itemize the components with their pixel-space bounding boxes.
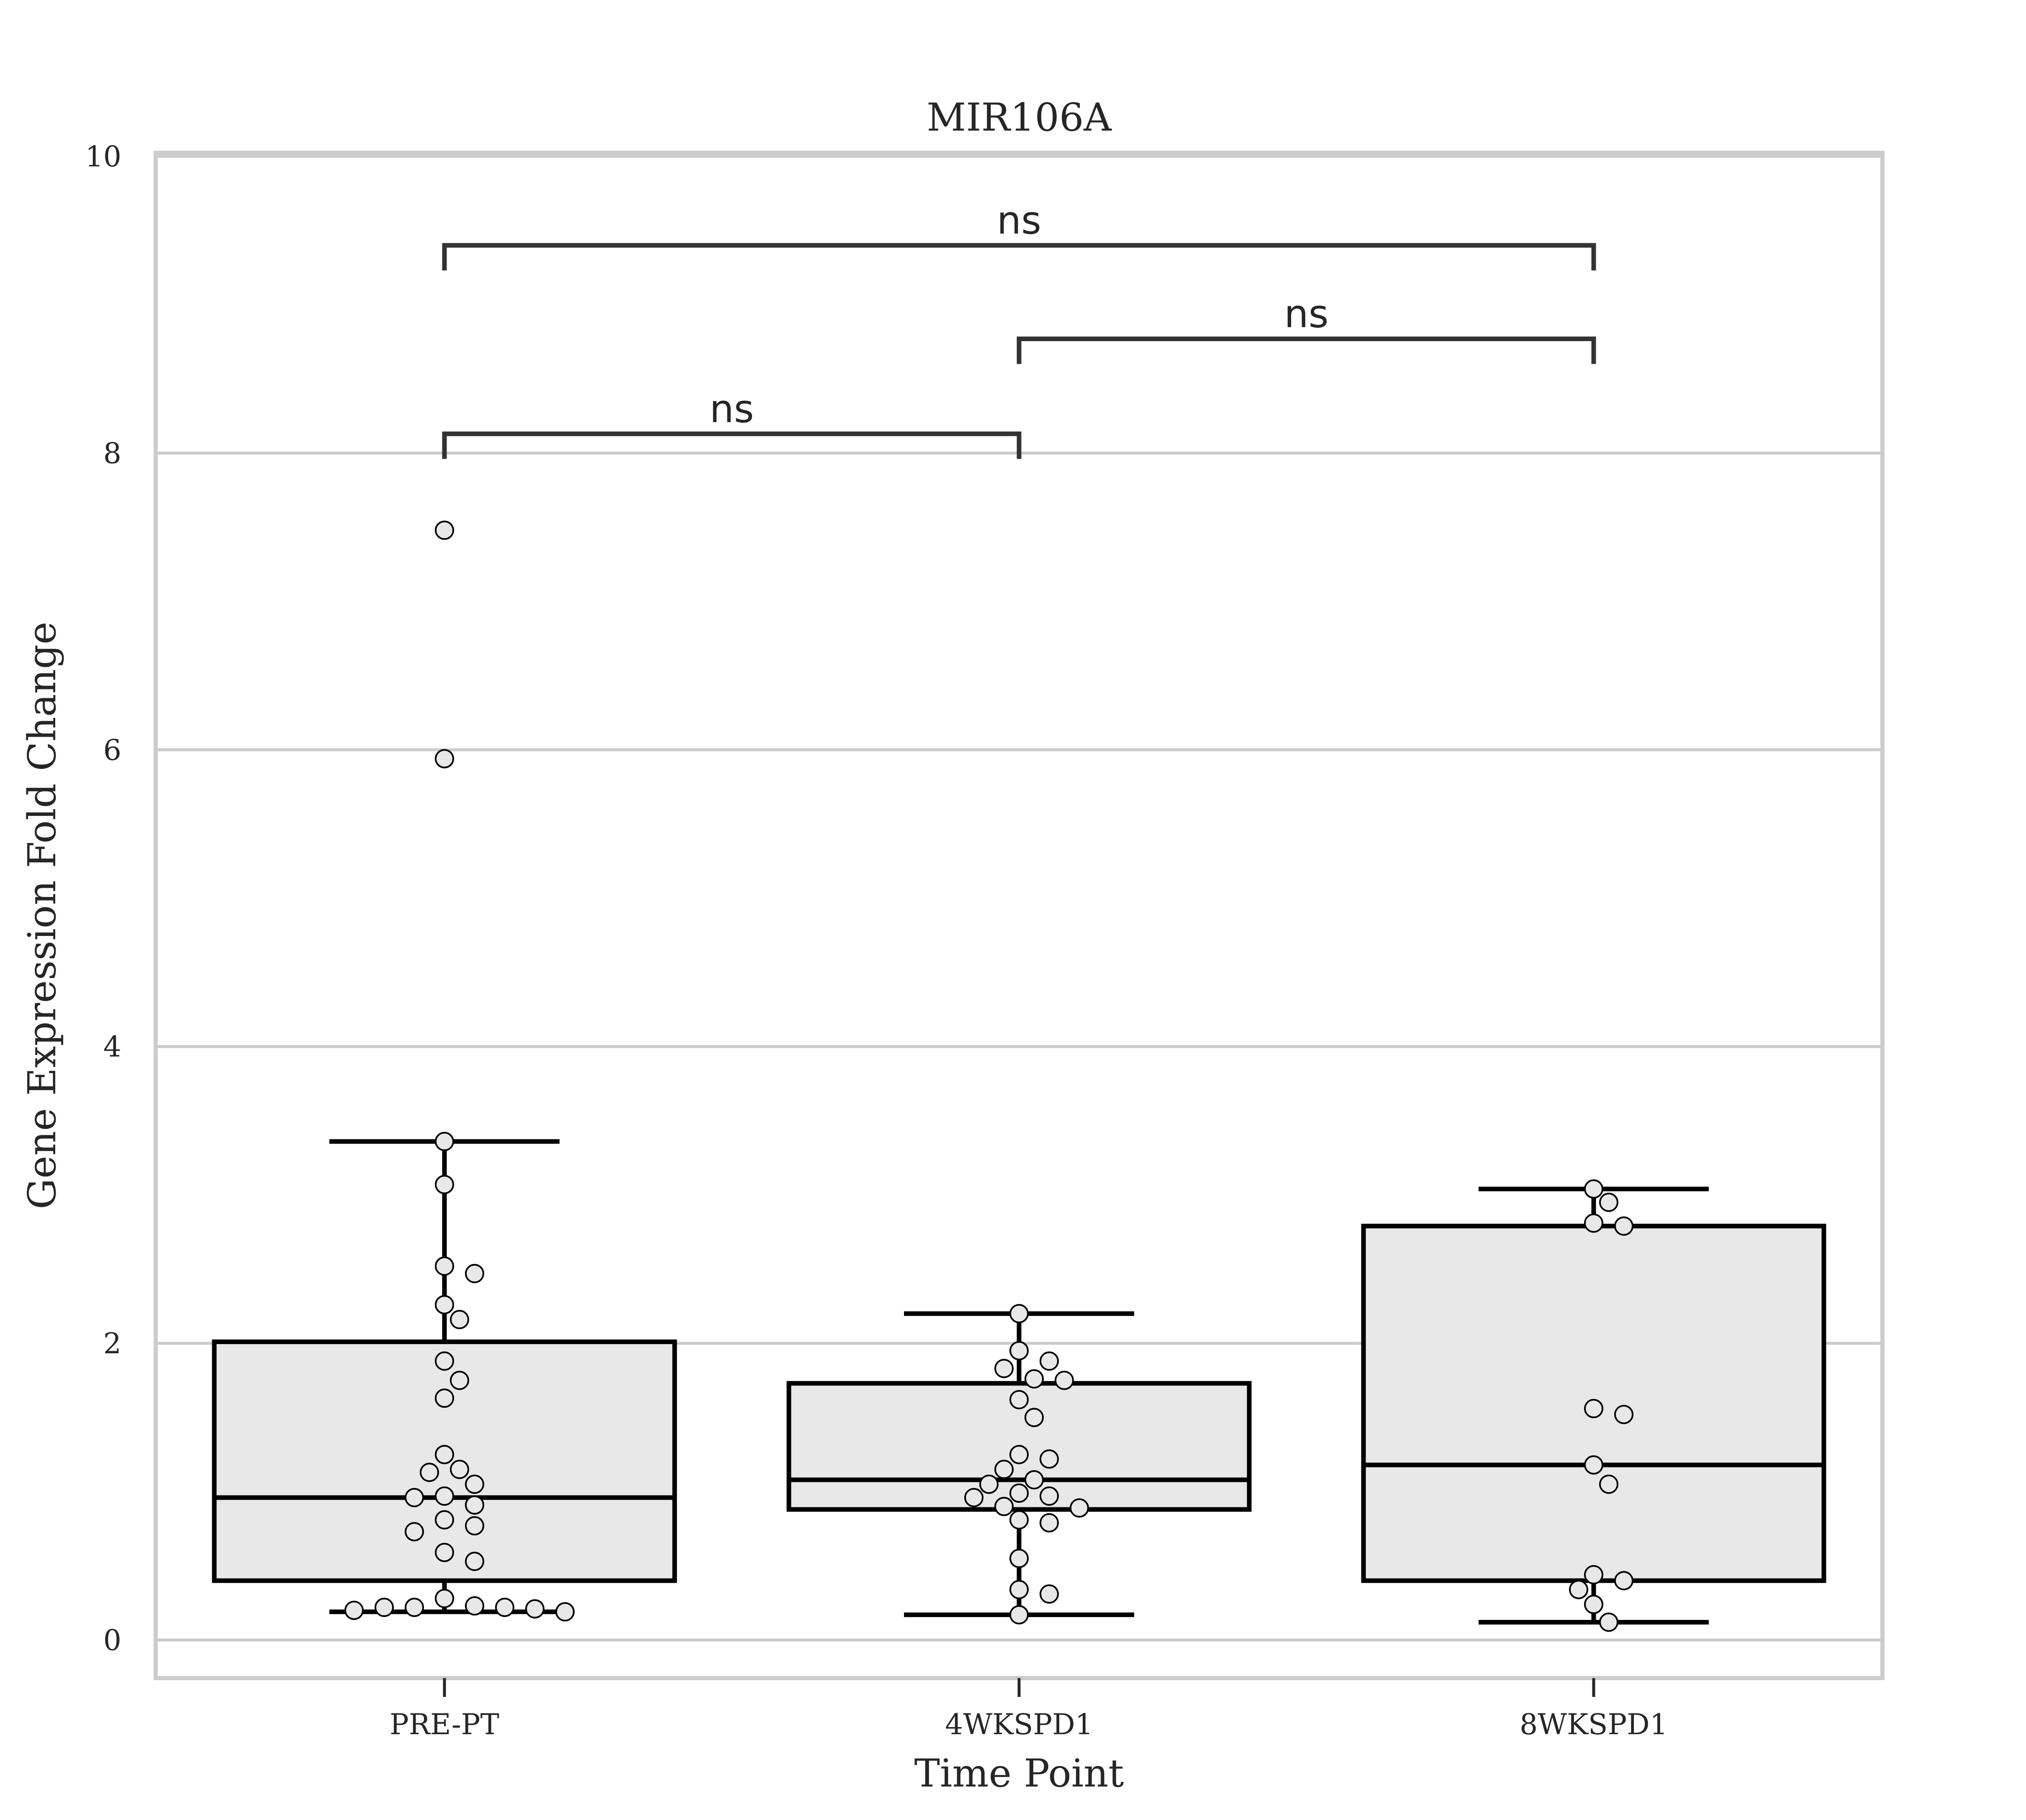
- data-point: [1584, 1179, 1603, 1199]
- x-tick-label: 4WKSPD1: [945, 1708, 1093, 1741]
- data-point: [450, 1460, 469, 1479]
- data-point: [1009, 1390, 1029, 1409]
- data-point: [420, 1463, 439, 1482]
- y-axis-label: Gene Expression Fold Change: [20, 622, 64, 1209]
- data-point: [1055, 1370, 1074, 1390]
- data-point: [375, 1598, 394, 1617]
- data-point: [1025, 1408, 1044, 1427]
- data-point: [1040, 1584, 1059, 1604]
- data-point: [1599, 1193, 1618, 1212]
- significance-bracket: [442, 431, 1022, 459]
- data-point: [964, 1488, 983, 1507]
- data-point: [1040, 1449, 1059, 1469]
- data-point: [1569, 1580, 1588, 1599]
- data-point: [1584, 1213, 1603, 1233]
- data-point: [465, 1474, 484, 1494]
- significance-bracket: [1017, 336, 1596, 364]
- significance-label: ns: [1284, 291, 1328, 336]
- data-point: [435, 1132, 454, 1152]
- data-point: [450, 1370, 469, 1390]
- data-point: [435, 1351, 454, 1371]
- data-point: [465, 1495, 484, 1515]
- data-point: [1584, 1594, 1603, 1614]
- x-axis-label: Time Point: [914, 1751, 1124, 1796]
- data-point: [465, 1516, 484, 1536]
- data-point: [435, 1175, 454, 1194]
- data-point: [1584, 1399, 1603, 1419]
- x-tick-label: 8WKSPD1: [1520, 1708, 1668, 1741]
- data-point: [450, 1310, 469, 1329]
- y-tick-label: 10: [85, 141, 121, 174]
- data-point: [555, 1602, 575, 1622]
- chart-title: MIR106A: [927, 95, 1112, 140]
- data-point: [465, 1596, 484, 1616]
- y-tick-label: 6: [103, 734, 121, 767]
- data-point: [994, 1460, 1014, 1479]
- data-point: [1009, 1483, 1029, 1503]
- data-point: [435, 1542, 454, 1562]
- data-point: [1584, 1455, 1603, 1475]
- data-point: [1614, 1216, 1633, 1236]
- data-point: [1009, 1341, 1029, 1360]
- data-point: [435, 1486, 454, 1506]
- data-point: [1009, 1445, 1029, 1464]
- data-point: [435, 1510, 454, 1530]
- significance-label: ns: [997, 198, 1041, 243]
- data-point: [1584, 1565, 1603, 1585]
- data-point: [435, 520, 454, 540]
- data-point: [465, 1552, 484, 1571]
- data-point: [435, 1445, 454, 1464]
- data-point: [495, 1598, 514, 1617]
- data-point: [1599, 1474, 1618, 1494]
- data-point: [435, 1388, 454, 1408]
- data-point: [1009, 1605, 1029, 1625]
- data-point: [994, 1359, 1014, 1378]
- tick-layer: 0 2 4 6 8 10 PRE-PT 4WKSPD1 8WKSPD1: [85, 141, 1668, 1742]
- data-point: [405, 1598, 424, 1617]
- significance-bracket: [442, 243, 1596, 271]
- significance-label: ns: [709, 386, 754, 431]
- data-point: [435, 1256, 454, 1276]
- data-point: [1009, 1549, 1029, 1568]
- data-point: [1009, 1304, 1029, 1324]
- data-point: [979, 1474, 999, 1494]
- data-point: [435, 749, 454, 769]
- data-point: [1614, 1571, 1633, 1591]
- data-point: [1025, 1470, 1044, 1490]
- data-point: [435, 1589, 454, 1608]
- y-tick-label: 8: [103, 437, 121, 470]
- data-point: [994, 1496, 1014, 1516]
- data-point: [1040, 1486, 1059, 1506]
- data-point: [1040, 1513, 1059, 1532]
- data-point: [405, 1488, 424, 1507]
- data-point: [435, 1295, 454, 1314]
- data-point: [405, 1522, 424, 1542]
- point-layer: [344, 520, 1633, 1632]
- y-tick-label: 4: [103, 1031, 121, 1064]
- annotation-layer: ns ns ns: [442, 198, 1596, 459]
- data-point: [1025, 1369, 1044, 1389]
- data-point: [1070, 1498, 1089, 1518]
- data-point: [1614, 1405, 1633, 1424]
- y-tick-label: 2: [103, 1327, 121, 1360]
- data-point: [344, 1601, 364, 1620]
- data-point: [1009, 1580, 1029, 1599]
- x-tick-label: PRE-PT: [390, 1708, 499, 1741]
- y-tick-label: 0: [103, 1624, 121, 1657]
- data-point: [1040, 1351, 1059, 1371]
- data-point: [1009, 1510, 1029, 1530]
- data-point: [525, 1599, 544, 1619]
- data-point: [1599, 1612, 1618, 1632]
- data-point: [465, 1264, 484, 1283]
